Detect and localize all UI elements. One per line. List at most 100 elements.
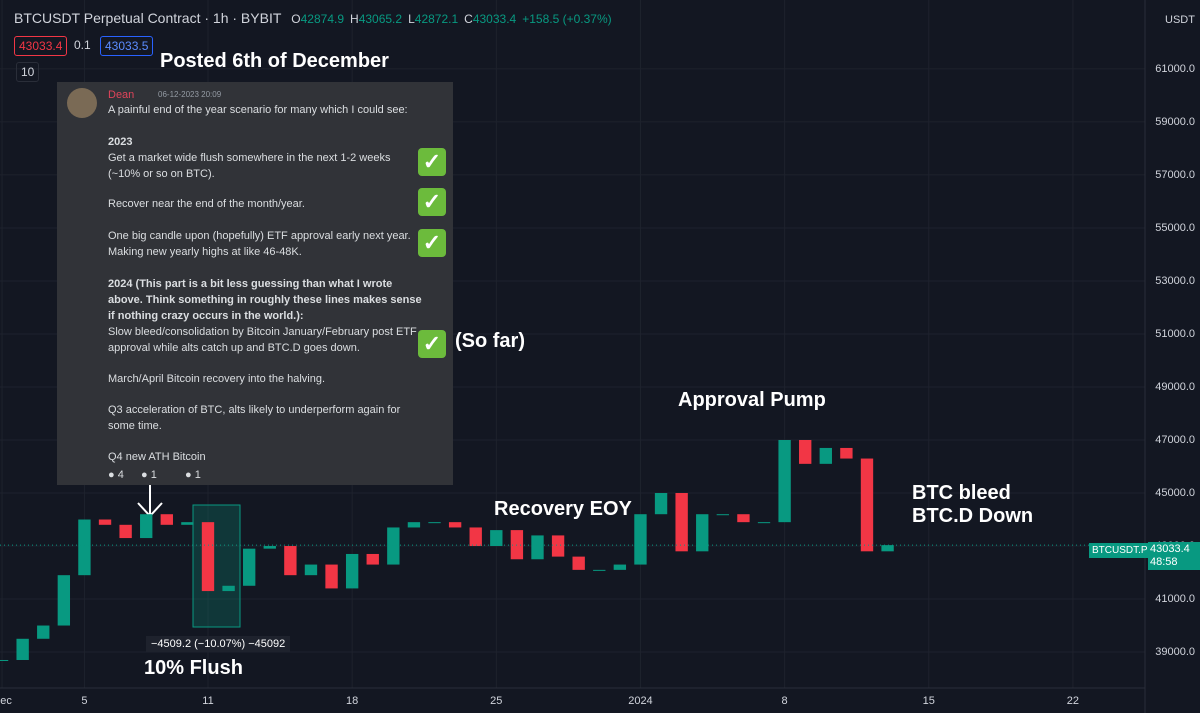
interval[interactable]: 10 — [16, 62, 40, 82]
reaction-count: 4 — [117, 469, 124, 481]
candle — [737, 514, 750, 523]
y-tick-label: 61000.0 — [1155, 63, 1195, 75]
message-line: 2023 — [108, 136, 133, 148]
x-tick-label: 22 — [1067, 695, 1079, 707]
message-line: Q3 acceleration of BTC, alts likely to u… — [108, 404, 401, 432]
price-axis — [1145, 0, 1200, 713]
y-tick-label: 49000.0 — [1155, 381, 1195, 393]
candle — [675, 493, 688, 552]
candle — [840, 447, 853, 459]
bid[interactable]: 43033.4 — [14, 36, 68, 56]
checkmark: ✓ — [418, 148, 446, 176]
candle — [551, 535, 565, 557]
measure-label: −4509.2 (−10.07%) −45092 — [146, 636, 291, 652]
y-tick-label: 57000.0 — [1155, 169, 1195, 181]
y-tick-label: 39000.0 — [1155, 646, 1195, 658]
message-line: Recover near the end of the month/year. — [108, 198, 305, 210]
symbol-label: BTCUSDT.P — [1089, 543, 1151, 558]
candle — [16, 638, 29, 660]
last-price-label: 43033.4 48:58 — [1148, 542, 1200, 570]
reaction-count: 1 — [150, 469, 157, 481]
y-tick-label: 41000.0 — [1155, 593, 1195, 605]
candle — [654, 493, 668, 515]
candle — [696, 514, 709, 552]
countdown: 48:58 — [1150, 556, 1178, 568]
annotation: (So far) — [455, 330, 525, 352]
message-line: One big candle upon (hopefully) ETF appr… — [108, 230, 411, 258]
checkmark: ✓ — [418, 330, 446, 358]
y-tick-label: 47000.0 — [1155, 434, 1195, 446]
ohlc-value: 43065.2 — [358, 12, 403, 26]
message-line: Q4 new ATH Bitcoin — [108, 451, 206, 463]
checkmark: ✓ — [418, 229, 446, 257]
message-line: A painful end of the year scenario for m… — [108, 104, 408, 116]
x-tick-label: 11 — [202, 695, 213, 707]
reaction[interactable]: ● 1 — [185, 469, 201, 481]
candle — [98, 519, 112, 525]
timestamp: 06-12-2023 20:09 — [158, 90, 222, 99]
candle — [572, 556, 585, 570]
candle — [778, 439, 791, 523]
ask[interactable]: 43033.5 — [100, 36, 154, 56]
candle — [304, 564, 318, 576]
x-tick-label: 5 — [81, 695, 87, 707]
candle — [448, 522, 462, 528]
annotation: BTC.D Down — [912, 505, 1034, 527]
y-tick-label: 55000.0 — [1155, 222, 1195, 234]
ohlc-label: L — [408, 12, 415, 26]
candle — [716, 514, 730, 516]
message: Dean 06-12-2023 20:09 A painful end of t… — [57, 82, 453, 485]
checkmark: ✓ — [418, 188, 446, 216]
reaction[interactable]: ● 4 — [108, 469, 124, 481]
candle — [469, 527, 482, 547]
candle — [613, 564, 627, 570]
candle — [387, 527, 400, 565]
candle — [78, 519, 91, 576]
candle — [140, 514, 153, 539]
candle — [263, 546, 276, 549]
measure-box — [192, 504, 241, 628]
y-tick-label: 51000.0 — [1155, 328, 1195, 340]
candle — [119, 524, 132, 539]
candle — [407, 522, 421, 528]
annotation: Recovery EOY — [494, 498, 632, 520]
avatar — [67, 88, 97, 118]
ohlc-value: 42872.1 — [414, 12, 459, 26]
candle — [57, 575, 71, 626]
x-tick-label: Dec — [0, 695, 12, 707]
x-tick-label: 15 — [923, 695, 935, 707]
candle — [201, 522, 215, 592]
y-tick-label: 45000.0 — [1155, 487, 1195, 499]
candle — [860, 458, 874, 552]
last-price: 43033.4 — [1150, 543, 1190, 555]
candle — [531, 535, 544, 560]
candle — [284, 546, 297, 576]
candle — [490, 530, 503, 547]
header: BTCUSDT Perpetual Contract · 1h · BYBIT … — [14, 10, 624, 26]
author: Dean — [108, 89, 135, 101]
ohlc-label: O — [291, 12, 301, 26]
reaction[interactable]: ● 1 — [141, 469, 157, 481]
candle — [428, 522, 441, 524]
message-line: Get a market wide flush somewhere in the… — [108, 152, 391, 180]
annotation: 10% Flush — [144, 657, 243, 679]
candle — [37, 625, 50, 639]
candle — [757, 522, 771, 524]
candle — [799, 439, 812, 464]
candle — [243, 548, 256, 586]
ohlc-label: C — [464, 12, 473, 26]
x-tick-label: 8 — [782, 695, 788, 707]
x-tick-label: 25 — [490, 695, 502, 707]
candle — [593, 569, 606, 571]
candle — [160, 514, 173, 525]
spread: 0.1 — [74, 38, 91, 52]
annotation: Posted 6th of December — [160, 50, 389, 72]
symbol-title: BTCUSDT Perpetual Contract · 1h · BYBIT — [14, 10, 282, 26]
ohlc: O42874.9 H43065.2 L42872.1 C43033.4 +158.5 (… — [291, 12, 617, 26]
candle — [0, 659, 9, 661]
message-line: 2024 (This part is a bit less guessing t… — [108, 278, 422, 322]
change: +158.5 (+0.37%) — [522, 12, 612, 26]
annotation: Approval Pump — [678, 389, 826, 411]
candle — [366, 553, 379, 565]
